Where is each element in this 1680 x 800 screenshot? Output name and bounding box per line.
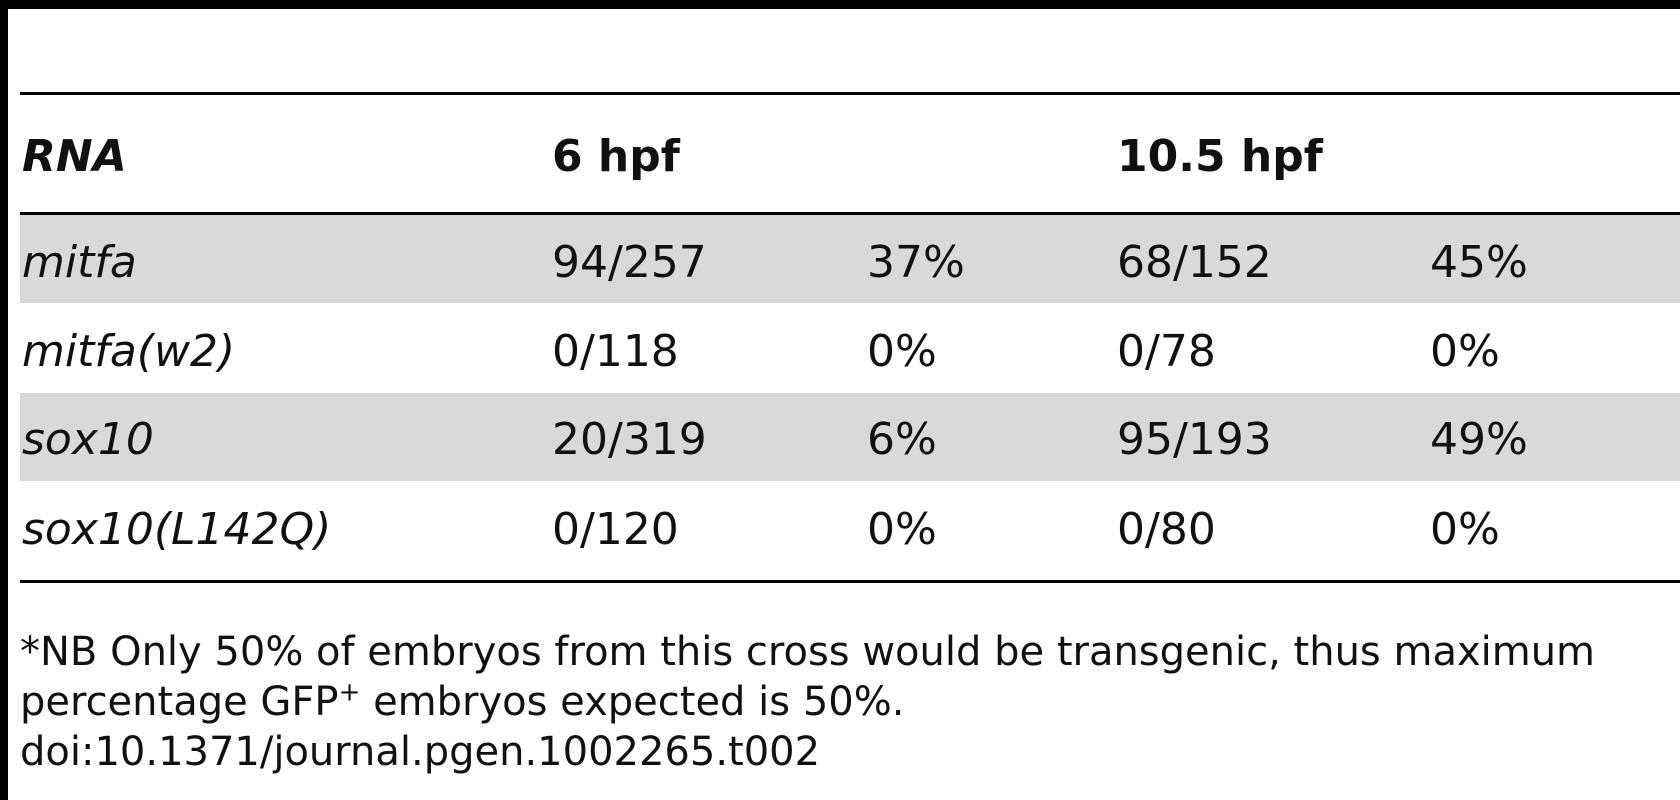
table-cell-count-10hpf: 0/80 bbox=[1117, 504, 1216, 555]
footnote-text: embryos expected is 50%. bbox=[360, 679, 905, 725]
footnote-text: percentage GFP bbox=[20, 679, 339, 725]
table-row-shading bbox=[20, 393, 1680, 481]
table-cell-rna: sox10(L142Q) bbox=[22, 504, 332, 555]
footnote-line-1: *NB Only 50% of embryos from this cross … bbox=[20, 629, 1596, 675]
table-cell-rna: sox10 bbox=[22, 414, 154, 465]
header-rna: RNA bbox=[22, 131, 127, 182]
footnote-line-2: percentage GFP+ embryos expected is 50%. bbox=[20, 678, 904, 726]
doi-link[interactable]: doi:10.1371/journal.pgen.1002265.t002 bbox=[20, 729, 821, 775]
table-cell-count-6hpf: 0/118 bbox=[552, 326, 679, 377]
superscript-plus: + bbox=[338, 677, 361, 708]
left-border bbox=[0, 0, 8, 800]
table-cell-count-10hpf: 0/78 bbox=[1117, 326, 1216, 377]
top-border bbox=[0, 0, 1680, 9]
table-cell-percent-10hpf: 49% bbox=[1430, 414, 1528, 465]
table-bottom-rule bbox=[20, 580, 1680, 583]
table-cell-count-6hpf: 0/120 bbox=[552, 504, 679, 555]
table-cell-rna: mitfa(w2) bbox=[22, 326, 236, 377]
header-6-hpf: 6 hpf bbox=[552, 131, 680, 182]
table-cell-count-10hpf: 68/152 bbox=[1117, 237, 1272, 288]
table-cell-percent-6hpf: 0% bbox=[867, 504, 937, 555]
header-10-5-hpf: 10.5 hpf bbox=[1117, 131, 1323, 182]
table-cell-count-10hpf: 95/193 bbox=[1117, 414, 1272, 465]
table-cell-percent-6hpf: 37% bbox=[867, 237, 965, 288]
table-cell-percent-6hpf: 6% bbox=[867, 414, 937, 465]
table-row-shading bbox=[20, 215, 1680, 303]
table-cell-percent-6hpf: 0% bbox=[867, 326, 937, 377]
header-top-rule bbox=[20, 92, 1680, 95]
table-cell-percent-10hpf: 0% bbox=[1430, 504, 1500, 555]
table-cell-count-6hpf: 20/319 bbox=[552, 414, 707, 465]
table-cell-count-6hpf: 94/257 bbox=[552, 237, 707, 288]
table-cell-rna: mitfa bbox=[22, 237, 137, 288]
header-bottom-rule bbox=[20, 212, 1680, 215]
table-cell-percent-10hpf: 45% bbox=[1430, 237, 1528, 288]
table-cell-percent-10hpf: 0% bbox=[1430, 326, 1500, 377]
